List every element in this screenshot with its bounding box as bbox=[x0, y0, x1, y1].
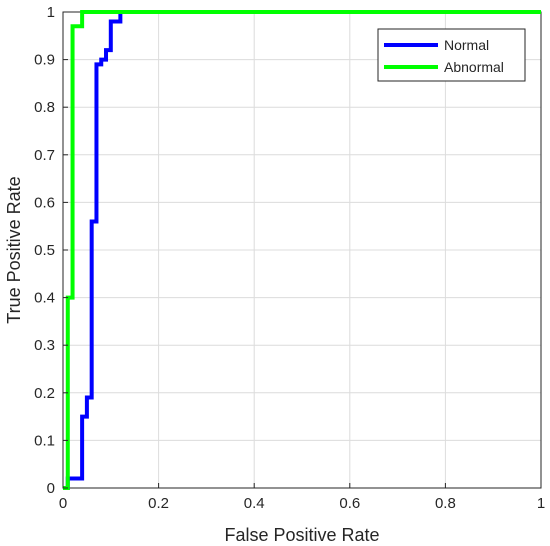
legend-label-abnormal: Abnormal bbox=[444, 59, 504, 75]
legend: Normal Abnormal bbox=[377, 28, 526, 82]
series-line-normal bbox=[63, 10, 541, 490]
legend-label-normal: Normal bbox=[444, 37, 489, 53]
y-tick-label: 0.3 bbox=[34, 337, 55, 354]
y-tick-label: 0.6 bbox=[34, 194, 55, 211]
x-tick-label: 0.6 bbox=[339, 495, 360, 512]
y-tick-label: 1 bbox=[47, 4, 55, 21]
x-tick-label: 0.2 bbox=[148, 495, 169, 512]
y-tick-label: 0.8 bbox=[34, 99, 55, 116]
y-axis-label: True Positive Rate bbox=[4, 176, 24, 323]
series-line-abnormal bbox=[63, 10, 541, 490]
y-tick-label: 0.1 bbox=[34, 432, 55, 449]
x-tick-label: 0 bbox=[59, 495, 67, 512]
series-layer bbox=[63, 10, 541, 490]
x-tick-label: 1 bbox=[537, 495, 545, 512]
y-tick-label: 0.9 bbox=[34, 52, 55, 69]
y-axis-ticks: 0 0.1 0.2 0.3 0.4 0.5 0.6 0.7 0.8 0.9 1 bbox=[34, 4, 68, 497]
legend-box bbox=[377, 28, 526, 82]
y-tick-label: 0.2 bbox=[34, 385, 55, 402]
x-axis-ticks: 0 0.2 0.4 0.6 0.8 1 bbox=[59, 483, 545, 512]
x-axis-label: False Positive Rate bbox=[224, 525, 379, 545]
y-tick-label: 0.5 bbox=[34, 242, 55, 259]
y-tick-label: 0 bbox=[47, 480, 55, 497]
x-tick-label: 0.4 bbox=[244, 495, 265, 512]
y-tick-label: 0.4 bbox=[34, 290, 55, 307]
y-tick-label: 0.7 bbox=[34, 147, 55, 164]
grid-lines bbox=[62, 11, 542, 489]
x-tick-label: 0.8 bbox=[435, 495, 456, 512]
